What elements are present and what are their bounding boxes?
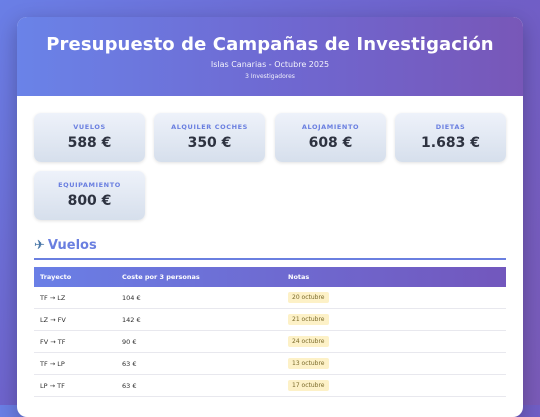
cell-cost: 142 € — [122, 316, 141, 324]
stat-value: 608 € — [308, 135, 353, 151]
cell-cost: 63 € — [122, 382, 137, 390]
stat-card-alquiler: ALQUILER COCHES 350 € — [154, 113, 265, 162]
column-header-coste: Coste por 3 personas — [122, 273, 200, 281]
stat-card-vuelos: VUELOS 588 € — [34, 113, 145, 162]
note-badge: 21 octubre — [288, 314, 329, 325]
page-header: Presupuesto de Campañas de Investigación… — [17, 17, 523, 96]
table-row: TF → LZ 104 € 20 octubre — [34, 287, 506, 309]
stat-value: 800 € — [67, 193, 112, 209]
cell-route: FV → TF — [40, 338, 66, 346]
page-subtitle: Islas Canarias - Octubre 2025 — [210, 60, 330, 69]
cell-route: LP → TF — [40, 382, 65, 390]
note-badge: 24 octubre — [288, 336, 329, 347]
table-row: FV → TF 90 € 24 octubre — [34, 331, 506, 353]
team-count: 3 Investigadores — [245, 73, 295, 80]
cell-route: TF → LP — [40, 360, 65, 368]
table-row: LP → TF 63 € 17 octubre — [34, 375, 506, 397]
airplane-icon: ✈ — [34, 238, 45, 253]
table-header: Trayecto Coste por 3 personas Notas — [34, 267, 506, 287]
note-badge: 17 octubre — [288, 380, 329, 391]
note-badge: 13 octubre — [288, 358, 329, 369]
stat-label: DIETAS — [435, 123, 466, 131]
flights-table: Trayecto Coste por 3 personas Notas TF →… — [34, 267, 506, 397]
stat-value: 1.683 € — [421, 135, 480, 151]
stat-label: ALOJAMIENTO — [301, 123, 360, 131]
stat-label: ALQUILER COCHES — [171, 123, 248, 131]
cell-route: LZ → FV — [40, 316, 66, 324]
table-row: TF → LP 63 € 13 octubre — [34, 353, 506, 375]
stat-card-alojamiento: ALOJAMIENTO 608 € — [275, 113, 386, 162]
column-header-notas: Notas — [288, 273, 310, 281]
section-title-vuelos: ✈ Vuelos — [34, 238, 506, 260]
note-badge: 20 octubre — [288, 292, 329, 303]
page-title: Presupuesto de Campañas de Investigación — [46, 34, 494, 55]
column-header-trayecto: Trayecto — [40, 273, 72, 281]
section-title-text: Vuelos — [47, 238, 97, 253]
cell-cost: 104 € — [122, 294, 141, 302]
stat-label: VUELOS — [73, 123, 106, 131]
cell-cost: 90 € — [122, 338, 137, 346]
stat-value: 350 € — [187, 135, 232, 151]
stat-card-equipamiento: EQUIPAMIENTO 800 € — [34, 171, 145, 220]
table-row: LZ → FV 142 € 21 octubre — [34, 309, 506, 331]
main-card: Presupuesto de Campañas de Investigación… — [17, 17, 523, 417]
stat-value: 588 € — [67, 135, 112, 151]
stat-label: EQUIPAMIENTO — [58, 181, 121, 189]
cell-route: TF → LZ — [40, 294, 66, 302]
stat-card-dietas: DIETAS 1.683 € — [395, 113, 506, 162]
cell-cost: 63 € — [122, 360, 137, 368]
